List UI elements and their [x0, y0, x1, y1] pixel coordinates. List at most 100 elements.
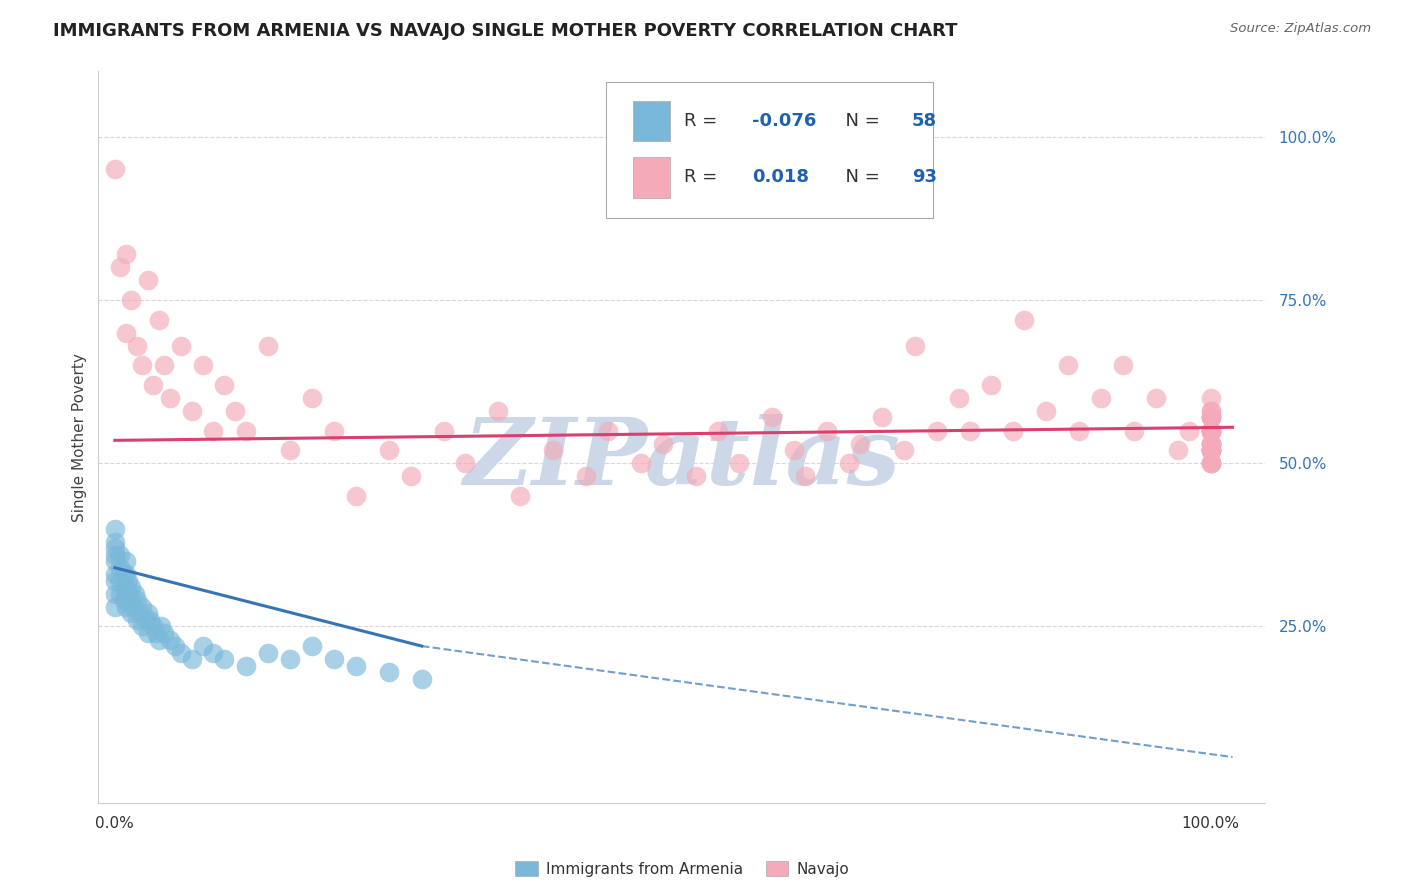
Point: [1199, 424, 1222, 438]
Point: [1199, 424, 1222, 438]
Point: [1199, 424, 1222, 438]
Point: [257, 338, 280, 352]
Point: [948, 391, 970, 405]
Point: [148, 312, 170, 326]
Point: [104, 548, 127, 562]
Point: [344, 658, 367, 673]
Point: [124, 587, 146, 601]
Point: [1199, 424, 1222, 438]
Point: [136, 607, 159, 621]
Point: [104, 599, 127, 614]
Point: [104, 521, 127, 535]
Point: [104, 162, 127, 177]
Point: [728, 456, 751, 470]
Point: [114, 567, 136, 582]
Point: [301, 639, 323, 653]
Text: 93: 93: [912, 169, 936, 186]
Point: [870, 410, 893, 425]
Point: [1199, 456, 1222, 470]
Point: [145, 626, 167, 640]
Point: [1002, 424, 1025, 438]
Point: [191, 358, 214, 372]
Point: [180, 652, 202, 666]
Text: Source: ZipAtlas.com: Source: ZipAtlas.com: [1230, 22, 1371, 36]
Point: [344, 489, 367, 503]
Point: [257, 646, 280, 660]
FancyBboxPatch shape: [606, 82, 932, 218]
Point: [761, 410, 783, 425]
Point: [112, 593, 135, 607]
Text: N =: N =: [834, 169, 886, 186]
Point: [112, 567, 135, 582]
Point: [214, 652, 236, 666]
Point: [148, 632, 170, 647]
Point: [104, 587, 127, 601]
Point: [136, 273, 159, 287]
Point: [1167, 443, 1189, 458]
Point: [114, 554, 136, 568]
Point: [202, 424, 225, 438]
Point: [815, 424, 838, 438]
Point: [128, 607, 150, 621]
Point: [1090, 391, 1112, 405]
Point: [1199, 456, 1222, 470]
Point: [1199, 443, 1222, 458]
Point: [104, 554, 127, 568]
Point: [1014, 312, 1036, 326]
Bar: [633, 157, 671, 197]
Point: [1199, 443, 1222, 458]
Point: [114, 580, 136, 594]
Point: [214, 377, 236, 392]
Point: [117, 593, 139, 607]
Point: [139, 613, 162, 627]
Point: [191, 639, 214, 653]
Point: [110, 587, 132, 601]
Point: [235, 424, 257, 438]
Point: [1199, 443, 1222, 458]
Point: [1057, 358, 1080, 372]
Point: [794, 469, 817, 483]
Point: [1199, 424, 1222, 438]
Point: [1177, 424, 1199, 438]
Point: [432, 424, 454, 438]
Point: [114, 326, 136, 340]
Y-axis label: Single Mother Poverty: Single Mother Poverty: [72, 352, 87, 522]
Point: [838, 456, 860, 470]
Point: [104, 534, 127, 549]
Text: 58: 58: [912, 112, 936, 130]
Point: [1144, 391, 1167, 405]
Point: [114, 587, 136, 601]
Point: [301, 391, 323, 405]
Point: [454, 456, 477, 470]
Point: [1199, 404, 1222, 418]
Point: [165, 639, 187, 653]
Point: [596, 424, 619, 438]
Point: [224, 404, 246, 418]
Point: [1199, 410, 1222, 425]
Point: [323, 424, 346, 438]
Point: [153, 626, 176, 640]
Point: [142, 377, 165, 392]
Point: [1199, 443, 1222, 458]
Point: [706, 424, 728, 438]
Point: [180, 404, 202, 418]
Text: 0.018: 0.018: [752, 169, 808, 186]
Point: [1112, 358, 1135, 372]
Point: [1199, 391, 1222, 405]
Point: [980, 377, 1002, 392]
Point: [114, 247, 136, 261]
Point: [110, 260, 132, 275]
Point: [378, 443, 401, 458]
Text: ZIPatlas: ZIPatlas: [464, 414, 900, 504]
Text: IMMIGRANTS FROM ARMENIA VS NAVAJO SINGLE MOTHER POVERTY CORRELATION CHART: IMMIGRANTS FROM ARMENIA VS NAVAJO SINGLE…: [53, 22, 957, 40]
Point: [125, 338, 148, 352]
Point: [169, 646, 191, 660]
Point: [323, 652, 346, 666]
Text: N =: N =: [834, 112, 886, 130]
Point: [1199, 436, 1222, 450]
Point: [1069, 424, 1091, 438]
Point: [125, 593, 148, 607]
Point: [104, 541, 127, 555]
Point: [1199, 443, 1222, 458]
Point: [202, 646, 225, 660]
